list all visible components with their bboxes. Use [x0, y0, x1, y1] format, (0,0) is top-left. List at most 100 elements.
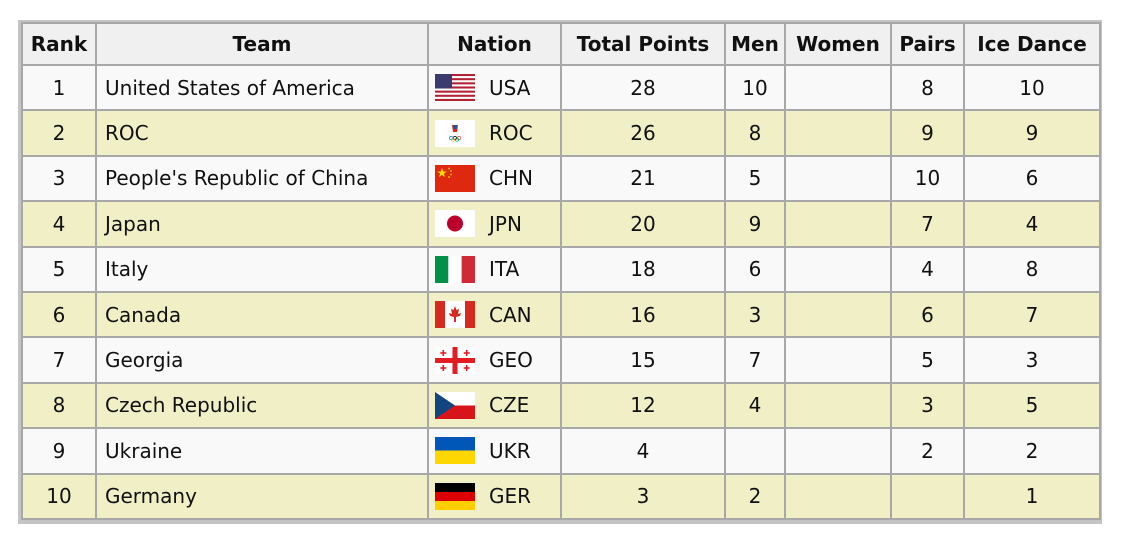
ice-dance-points-cell: 3: [963, 336, 1101, 384]
geo-flag-icon: [435, 346, 475, 374]
rank-cell: 1: [21, 63, 97, 112]
pairs-points-cell: 8: [890, 63, 965, 112]
nation-code: CZE: [489, 393, 530, 418]
ice-dance-points-cell: 5: [963, 381, 1101, 430]
nation-code: GEO: [489, 348, 533, 373]
table-row: 9 Ukraine UKR 4 2 2: [21, 427, 1101, 475]
can-flag-icon: [435, 301, 475, 329]
total-points-cell: 21: [560, 154, 726, 203]
nation-cell: GER: [427, 472, 562, 521]
nation-code: GER: [489, 484, 532, 509]
jpn-flag-icon: [435, 210, 475, 238]
women-points-cell: [784, 200, 892, 248]
men-points-cell: 5: [724, 154, 786, 203]
men-points-cell: 2: [724, 472, 786, 521]
rank-cell: 3: [21, 154, 97, 203]
standings-table-frame: Rank Team Nation Total Points Men Women …: [18, 20, 1102, 524]
table-row: 2 ROC ROC 26 8 9 9: [21, 109, 1101, 157]
rank-cell: 10: [21, 472, 97, 521]
nation-cell: UKR: [427, 427, 562, 475]
men-points-cell: 8: [724, 109, 786, 157]
ita-flag-icon: [435, 255, 475, 283]
nation-code: UKR: [489, 438, 531, 463]
nation-code: JPN: [489, 211, 522, 236]
women-points-cell: [784, 154, 892, 203]
women-points-cell: [784, 472, 892, 521]
table-row: 5 Italy ITA 18 6 4 8: [21, 245, 1101, 293]
table-row: 7 Georgia GEO 15 7 5 3: [21, 336, 1101, 384]
team-cell: Italy: [95, 245, 429, 293]
pairs-points-cell: 7: [890, 200, 965, 248]
women-points-cell: [784, 63, 892, 112]
team-cell: Czech Republic: [95, 381, 429, 430]
nation-cell: CAN: [427, 290, 562, 339]
rank-cell: 7: [21, 336, 97, 384]
table-row: 1 United States of America USA 28 10 8 10: [21, 63, 1101, 112]
men-points-cell: 9: [724, 200, 786, 248]
women-points-cell: [784, 290, 892, 339]
column-header-team[interactable]: Team: [95, 22, 429, 66]
team-cell: Germany: [95, 472, 429, 521]
men-points-cell: 7: [724, 336, 786, 384]
nation-code: ITA: [489, 257, 520, 282]
total-points-cell: 16: [560, 290, 726, 339]
team-cell: Japan: [95, 200, 429, 248]
rank-cell: 9: [21, 427, 97, 475]
men-points-cell: 6: [724, 245, 786, 293]
total-points-cell: 3: [560, 472, 726, 521]
team-cell: United States of America: [95, 63, 429, 112]
table-row: 8 Czech Republic CZE 12 4 3 5: [21, 381, 1101, 430]
column-header-nation[interactable]: Nation: [427, 22, 562, 66]
team-cell: Georgia: [95, 336, 429, 384]
team-cell: Canada: [95, 290, 429, 339]
total-points-cell: 12: [560, 381, 726, 430]
cze-flag-icon: [435, 391, 475, 419]
column-header-total-points[interactable]: Total Points: [560, 22, 726, 66]
column-header-men[interactable]: Men: [724, 22, 786, 66]
table-row: 6 Canada CAN 16 3 6 7: [21, 290, 1101, 339]
ice-dance-points-cell: 7: [963, 290, 1101, 339]
team-cell: Ukraine: [95, 427, 429, 475]
ice-dance-points-cell: 8: [963, 245, 1101, 293]
pairs-points-cell: 9: [890, 109, 965, 157]
men-points-cell: 4: [724, 381, 786, 430]
column-header-rank[interactable]: Rank: [21, 22, 97, 66]
women-points-cell: [784, 336, 892, 384]
table-header-row: Rank Team Nation Total Points Men Women …: [21, 22, 1101, 66]
rank-cell: 6: [21, 290, 97, 339]
pairs-points-cell: 5: [890, 336, 965, 384]
total-points-cell: 26: [560, 109, 726, 157]
pairs-points-cell: 6: [890, 290, 965, 339]
men-points-cell: 10: [724, 63, 786, 112]
men-points-cell: 3: [724, 290, 786, 339]
column-header-pairs[interactable]: Pairs: [890, 22, 965, 66]
women-points-cell: [784, 427, 892, 475]
nation-cell: ITA: [427, 245, 562, 293]
nation-cell: GEO: [427, 336, 562, 384]
women-points-cell: [784, 245, 892, 293]
nation-cell: CHN: [427, 154, 562, 203]
pairs-points-cell: 4: [890, 245, 965, 293]
ice-dance-points-cell: 2: [963, 427, 1101, 475]
nation-code: USA: [489, 75, 531, 100]
column-header-ice-dance[interactable]: Ice Dance: [963, 22, 1101, 66]
men-points-cell: [724, 427, 786, 475]
total-points-cell: 18: [560, 245, 726, 293]
pairs-points-cell: 2: [890, 427, 965, 475]
roc-flag-icon: [435, 119, 475, 147]
rank-cell: 5: [21, 245, 97, 293]
usa-flag-icon: [435, 74, 475, 102]
women-points-cell: [784, 109, 892, 157]
ice-dance-points-cell: 6: [963, 154, 1101, 203]
ice-dance-points-cell: 10: [963, 63, 1101, 112]
pairs-points-cell: [890, 472, 965, 521]
total-points-cell: 4: [560, 427, 726, 475]
ice-dance-points-cell: 9: [963, 109, 1101, 157]
nation-code: ROC: [489, 121, 533, 146]
nation-cell: CZE: [427, 381, 562, 430]
rank-cell: 2: [21, 109, 97, 157]
pairs-points-cell: 10: [890, 154, 965, 203]
ger-flag-icon: [435, 482, 475, 510]
column-header-women[interactable]: Women: [784, 22, 892, 66]
table-row: 4 Japan JPN 20 9 7 4: [21, 200, 1101, 248]
